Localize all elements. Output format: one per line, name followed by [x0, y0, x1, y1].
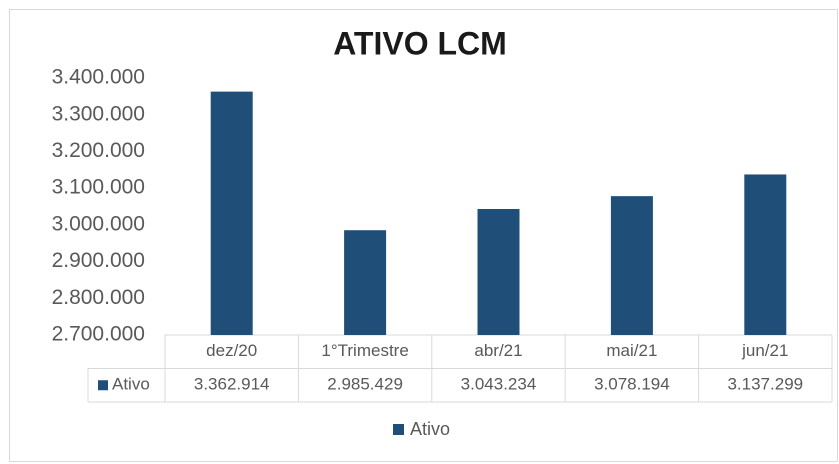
data-table-value: 3.362.914 [194, 375, 270, 394]
bar [344, 230, 387, 335]
x-tick-label: 1°Trimestre [321, 341, 408, 360]
y-tick-label: 3.400.000 [52, 66, 145, 89]
data-table-value: 2.985.429 [327, 375, 403, 394]
x-tick-label: jun/21 [741, 341, 788, 360]
chart-title: ATIVO LCM [333, 25, 507, 61]
y-tick-label: 2.900.000 [52, 249, 145, 272]
bar [210, 91, 253, 335]
y-tick-label: 3.200.000 [52, 139, 145, 162]
legend-key [393, 424, 404, 435]
x-tick-label: abr/21 [474, 341, 522, 360]
x-tick-label: dez/20 [206, 341, 257, 360]
bar [610, 196, 653, 335]
bar [744, 174, 787, 335]
data-table-value: 3.043.234 [461, 375, 537, 394]
y-tick-label: 3.100.000 [52, 176, 145, 199]
y-tick-label: 3.000.000 [52, 212, 145, 235]
bar [477, 208, 520, 335]
table-legend-key [98, 380, 108, 391]
y-tick-label: 2.700.000 [52, 323, 145, 346]
data-table-value: 3.078.194 [594, 375, 670, 394]
table-series-name: Ativo [112, 375, 150, 394]
y-tick-label: 2.800.000 [52, 286, 145, 309]
data-table-value: 3.137.299 [727, 375, 803, 394]
chart-frame [9, 9, 838, 462]
x-tick-label: mai/21 [606, 341, 657, 360]
legend-label: Ativo [410, 419, 450, 439]
y-tick-label: 3.300.000 [52, 102, 145, 125]
